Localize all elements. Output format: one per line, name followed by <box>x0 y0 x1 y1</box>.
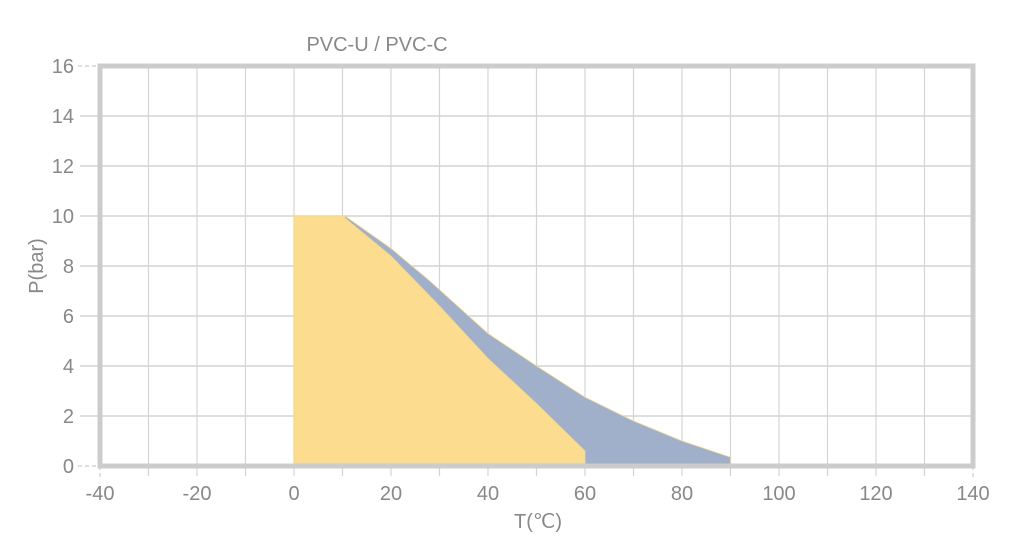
plot-frame <box>97 63 976 469</box>
y-tick-label: 6 <box>63 306 74 328</box>
y-tick-label: 0 <box>63 456 74 478</box>
x-tick-label: -20 <box>183 483 212 505</box>
chart-title: PVC-U / PVC-C <box>306 34 447 56</box>
y-tick-label: 12 <box>52 156 74 178</box>
y-tick-label: 8 <box>63 256 74 278</box>
y-tick-label: 10 <box>52 206 74 228</box>
y-axis-title: P(bar) <box>26 238 48 294</box>
plot-border <box>97 63 976 469</box>
x-tick-label: 140 <box>956 483 989 505</box>
x-tick-label: 40 <box>477 483 499 505</box>
x-tick-label: 0 <box>288 483 299 505</box>
y-tick-label: 4 <box>63 356 74 378</box>
x-tick-label: 80 <box>671 483 693 505</box>
x-tick-label: 20 <box>380 483 402 505</box>
x-axis-ticks: -40 -20 0 20 40 60 80 100 120 140 <box>86 483 990 505</box>
x-tick-label: 120 <box>859 483 892 505</box>
x-axis-title: T(℃) <box>514 511 562 533</box>
y-tick-label: 16 <box>52 56 74 78</box>
area-pvc-u <box>293 215 586 467</box>
x-tick-label: 60 <box>574 483 596 505</box>
series-areas <box>293 215 731 467</box>
y-axis-ticks: 0 2 4 6 8 10 12 14 16 <box>52 56 74 478</box>
y-tick-label: 14 <box>52 106 74 128</box>
x-tick-label: 100 <box>762 483 795 505</box>
y-tick-label: 2 <box>63 406 74 428</box>
x-tick-label: -40 <box>86 483 115 505</box>
